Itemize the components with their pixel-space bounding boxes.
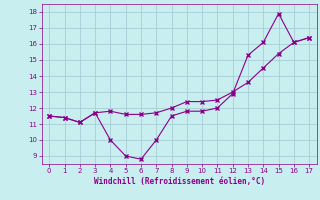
X-axis label: Windchill (Refroidissement éolien,°C): Windchill (Refroidissement éolien,°C) (94, 177, 265, 186)
